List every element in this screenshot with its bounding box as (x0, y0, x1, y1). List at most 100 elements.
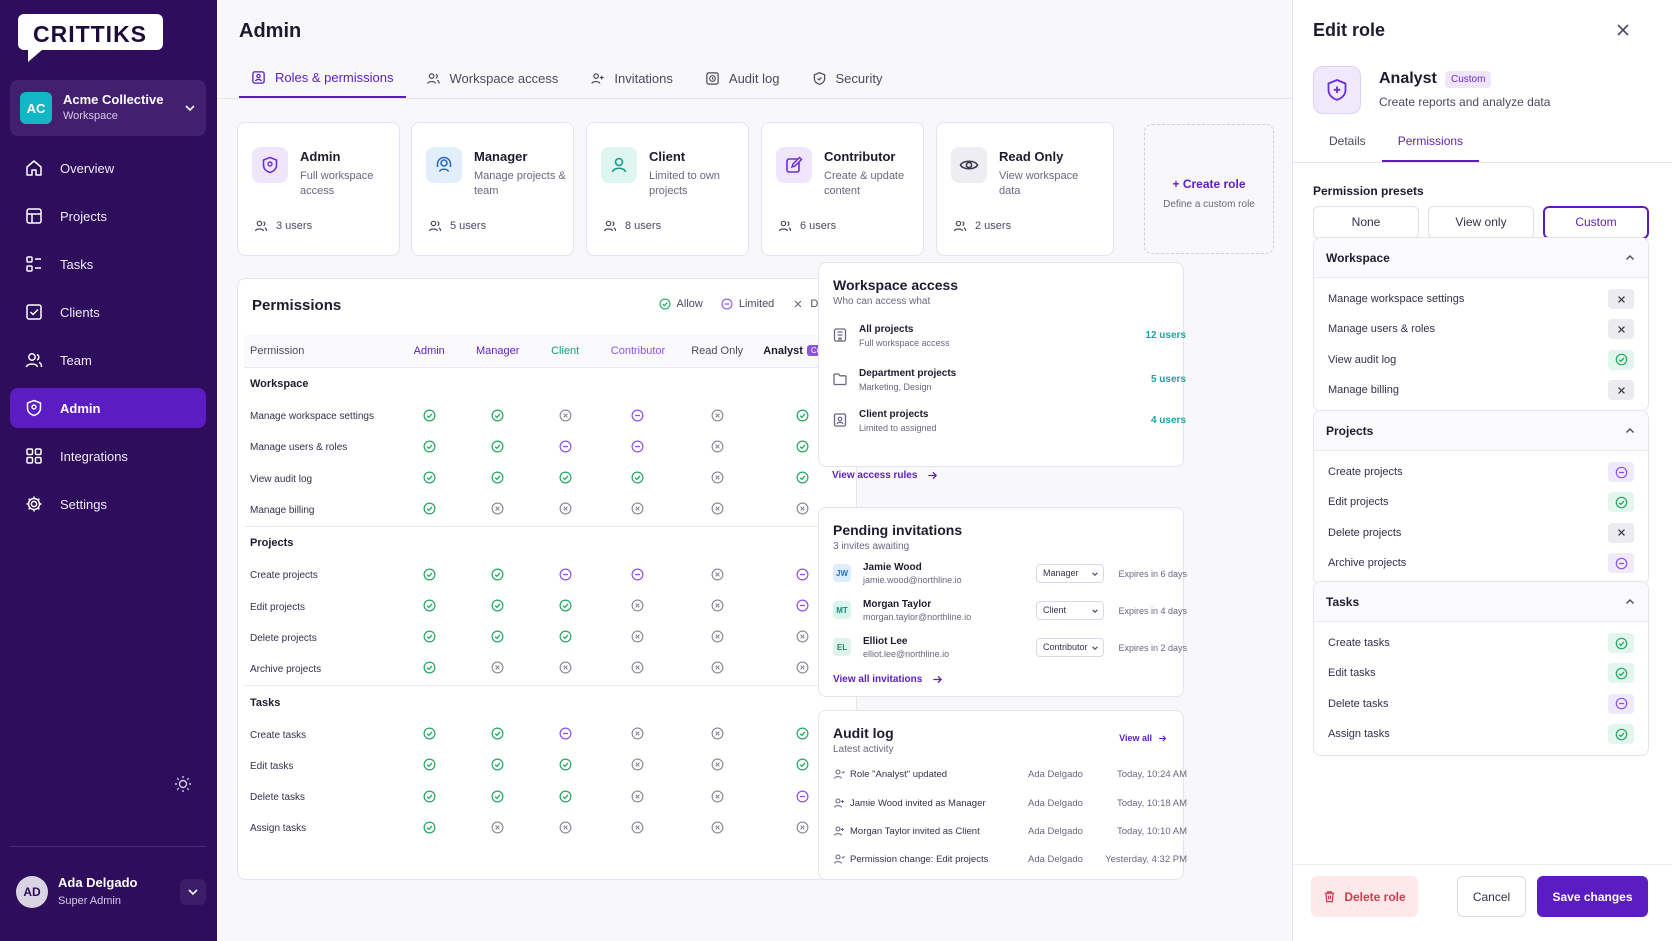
permission-cell-allow[interactable] (462, 591, 533, 622)
close-icon[interactable] (1613, 20, 1633, 40)
permission-cell-allow[interactable] (462, 401, 533, 432)
permission-cell-allow[interactable] (756, 719, 850, 750)
permission-cell-limited[interactable] (597, 560, 678, 591)
access-row[interactable]: Client projects Limited to assigned 4 us… (832, 409, 1186, 443)
sidebar-item-projects[interactable]: Projects (10, 196, 206, 236)
preset-none-button[interactable]: None (1313, 206, 1419, 239)
permission-toggle-allow[interactable] (1608, 492, 1634, 513)
permission-cell-allow[interactable] (396, 464, 462, 495)
sidebar-item-overview[interactable]: Overview (10, 148, 206, 188)
permission-cell-allow[interactable] (756, 751, 850, 782)
permission-cell-deny[interactable] (533, 401, 597, 432)
permission-cell-deny[interactable] (679, 560, 756, 591)
tab-roles-permissions[interactable]: Roles & permissions (239, 58, 406, 98)
permission-toggle-allow[interactable] (1608, 349, 1634, 370)
permission-cell-allow[interactable] (462, 432, 533, 463)
audit-row[interactable]: Morgan Taylor invited as Client Ada Delg… (833, 825, 1187, 845)
permission-cell-deny[interactable] (597, 591, 678, 622)
permission-cell-deny[interactable] (597, 623, 678, 654)
tab-security[interactable]: Security (800, 58, 895, 98)
group-header[interactable]: Tasks (1314, 582, 1648, 622)
permission-cell-allow[interactable] (396, 432, 462, 463)
sidebar-item-settings[interactable]: Settings (10, 484, 206, 524)
permission-cell-allow[interactable] (533, 751, 597, 782)
permission-cell-allow[interactable] (396, 401, 462, 432)
permission-cell-allow[interactable] (396, 560, 462, 591)
invite-role-select[interactable]: Manager (1036, 564, 1104, 583)
tab-workspace-access[interactable]: Workspace access (414, 58, 571, 98)
permission-cell-allow[interactable] (597, 464, 678, 495)
permission-cell-limited[interactable] (597, 401, 678, 432)
permission-cell-allow[interactable] (462, 782, 533, 813)
column-header[interactable]: Read Only (678, 335, 756, 368)
permission-cell-allow[interactable] (533, 591, 597, 622)
permission-cell-deny[interactable] (756, 623, 850, 654)
save-changes-button[interactable]: Save changes (1537, 876, 1648, 917)
permission-cell-deny[interactable] (679, 751, 756, 782)
user-menu[interactable]: AD Ada Delgado Super Admin (16, 869, 206, 915)
permission-cell-deny[interactable] (679, 782, 756, 813)
invite-role-select[interactable]: Client (1036, 601, 1104, 620)
permission-toggle-deny[interactable] (1608, 319, 1634, 340)
permission-cell-limited[interactable] (756, 782, 850, 813)
permission-cell-limited[interactable] (533, 560, 597, 591)
permission-cell-deny[interactable] (679, 719, 756, 750)
invite-role-select[interactable]: Contributor (1036, 638, 1104, 657)
permission-cell-allow[interactable] (396, 782, 462, 813)
permission-cell-limited[interactable] (756, 560, 850, 591)
sidebar-item-tasks[interactable]: Tasks (10, 244, 206, 284)
permission-cell-deny[interactable] (679, 591, 756, 622)
permission-cell-allow[interactable] (396, 751, 462, 782)
permission-cell-deny[interactable] (533, 813, 597, 844)
permission-cell-deny[interactable] (597, 495, 678, 526)
permission-cell-allow[interactable] (462, 464, 533, 495)
permission-cell-deny[interactable] (597, 654, 678, 685)
sidebar-item-admin[interactable]: Admin (10, 388, 206, 428)
permission-cell-deny[interactable] (533, 495, 597, 526)
access-row[interactable]: Department projects Marketing, Design 5 … (832, 368, 1186, 402)
permission-cell-limited[interactable] (597, 432, 678, 463)
permission-toggle-deny[interactable] (1608, 289, 1634, 310)
permission-cell-deny[interactable] (679, 813, 756, 844)
column-header[interactable]: Admin (396, 335, 463, 368)
cancel-button[interactable]: Cancel (1457, 876, 1526, 917)
permission-cell-deny[interactable] (679, 432, 756, 463)
workspace-switcher[interactable]: AC Acme Collective Workspace (10, 80, 206, 136)
column-header[interactable]: Client (533, 335, 598, 368)
permission-cell-allow[interactable] (396, 813, 462, 844)
permission-toggle-allow[interactable] (1608, 633, 1634, 654)
preset-view-only-button[interactable]: View only (1428, 206, 1534, 239)
preset-custom-button[interactable]: Custom (1543, 206, 1649, 239)
permission-cell-allow[interactable] (533, 464, 597, 495)
delete-role-button[interactable]: Delete role (1311, 876, 1418, 917)
tab-audit-log[interactable]: Audit log (693, 58, 792, 98)
user-menu-toggle[interactable] (180, 879, 206, 905)
permission-cell-deny[interactable] (679, 623, 756, 654)
permission-cell-deny[interactable] (679, 401, 756, 432)
column-header[interactable]: Contributor (597, 335, 679, 368)
permission-cell-deny[interactable] (597, 782, 678, 813)
permission-cell-limited[interactable] (533, 719, 597, 750)
access-row[interactable]: All projects Full workspace access 12 us… (832, 324, 1186, 358)
sidebar-item-clients[interactable]: Clients (10, 292, 206, 332)
permission-cell-deny[interactable] (462, 654, 533, 685)
permission-cell-allow[interactable] (396, 719, 462, 750)
permission-cell-deny[interactable] (756, 813, 850, 844)
permission-toggle-allow[interactable] (1608, 663, 1634, 684)
permission-cell-deny[interactable] (756, 495, 850, 526)
column-header[interactable]: Manager (462, 335, 534, 368)
permission-cell-deny[interactable] (679, 495, 756, 526)
view-all-audit-link[interactable]: View all (1119, 733, 1167, 743)
permission-cell-deny[interactable] (756, 654, 850, 685)
permission-cell-allow[interactable] (396, 591, 462, 622)
tab-details[interactable]: Details (1329, 134, 1366, 148)
permission-cell-allow[interactable] (756, 401, 850, 432)
permission-cell-allow[interactable] (756, 432, 850, 463)
permission-toggle-deny[interactable] (1608, 380, 1634, 401)
crittiks-logo[interactable]: CRITTIKS (18, 10, 163, 66)
permission-cell-deny[interactable] (597, 813, 678, 844)
permission-cell-deny[interactable] (679, 654, 756, 685)
permission-cell-limited[interactable] (533, 432, 597, 463)
permission-toggle-allow[interactable] (1608, 724, 1634, 745)
audit-row[interactable]: Role "Analyst" updated Ada Delgado Today… (833, 768, 1187, 788)
